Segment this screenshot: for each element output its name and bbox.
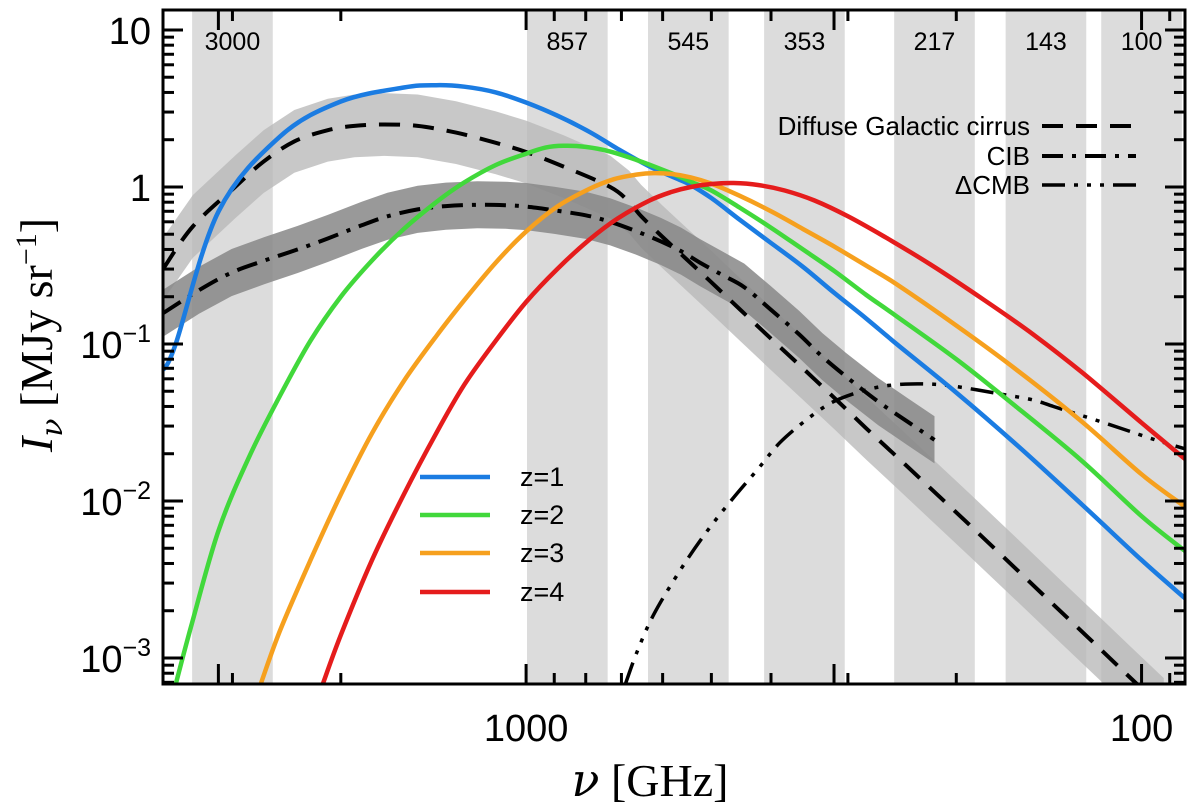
plot-area bbox=[163, 10, 1185, 684]
planck-band-label-857: 857 bbox=[546, 28, 588, 56]
planck-band-label-353: 353 bbox=[784, 28, 826, 56]
z2-curve bbox=[173, 143, 1185, 684]
z3-curve bbox=[258, 170, 1185, 684]
z4-curve bbox=[320, 180, 1185, 684]
legend-label-z3: z=3 bbox=[520, 538, 564, 568]
x-axis-title: ν [GHz] bbox=[572, 753, 729, 807]
legend-label-cirrus: Diffuse Galactic cirrus bbox=[778, 111, 1030, 141]
y-axis-title: Iν [MJy sr−1] bbox=[10, 218, 70, 453]
planck-band-217 bbox=[894, 10, 975, 684]
y-tick-label: 10−3 bbox=[80, 634, 151, 681]
legend-label-dcmb: ΔCMB bbox=[955, 170, 1030, 200]
planck-band-label-3000: 3000 bbox=[205, 28, 261, 56]
planck-band-545 bbox=[648, 10, 729, 684]
y-tick-label: 10−2 bbox=[80, 477, 151, 524]
planck-band-label-100: 100 bbox=[1121, 28, 1163, 56]
axes-frame bbox=[161, 8, 1187, 686]
y-tick-label: 10 bbox=[109, 11, 151, 53]
delta-cmb-curve bbox=[623, 382, 1185, 684]
legend-label-z1: z=1 bbox=[520, 462, 564, 492]
legend-label-z4: z=4 bbox=[520, 577, 564, 607]
planck-band-label-217: 217 bbox=[914, 28, 956, 56]
planck-band-label-545: 545 bbox=[667, 28, 709, 56]
cib-uncertainty-band bbox=[163, 181, 935, 464]
cirrus-curve bbox=[163, 122, 1140, 684]
x-tick-label-100: 100 bbox=[1110, 708, 1173, 750]
cib-curve bbox=[163, 202, 936, 442]
planck-band-100 bbox=[1101, 10, 1182, 684]
plot-frame bbox=[161, 8, 1187, 686]
legend-redshifts: z=1 z=2 z=3 z=4 bbox=[420, 462, 564, 607]
legend-label-cib: CIB bbox=[987, 141, 1030, 171]
y-tick-label: 10−1 bbox=[80, 320, 151, 367]
x-tick-label-1000: 1000 bbox=[484, 708, 569, 750]
y-tick-label: 1 bbox=[130, 168, 151, 210]
legend-label-z2: z=2 bbox=[520, 500, 564, 530]
planck-band-label-143: 143 bbox=[1025, 28, 1067, 56]
